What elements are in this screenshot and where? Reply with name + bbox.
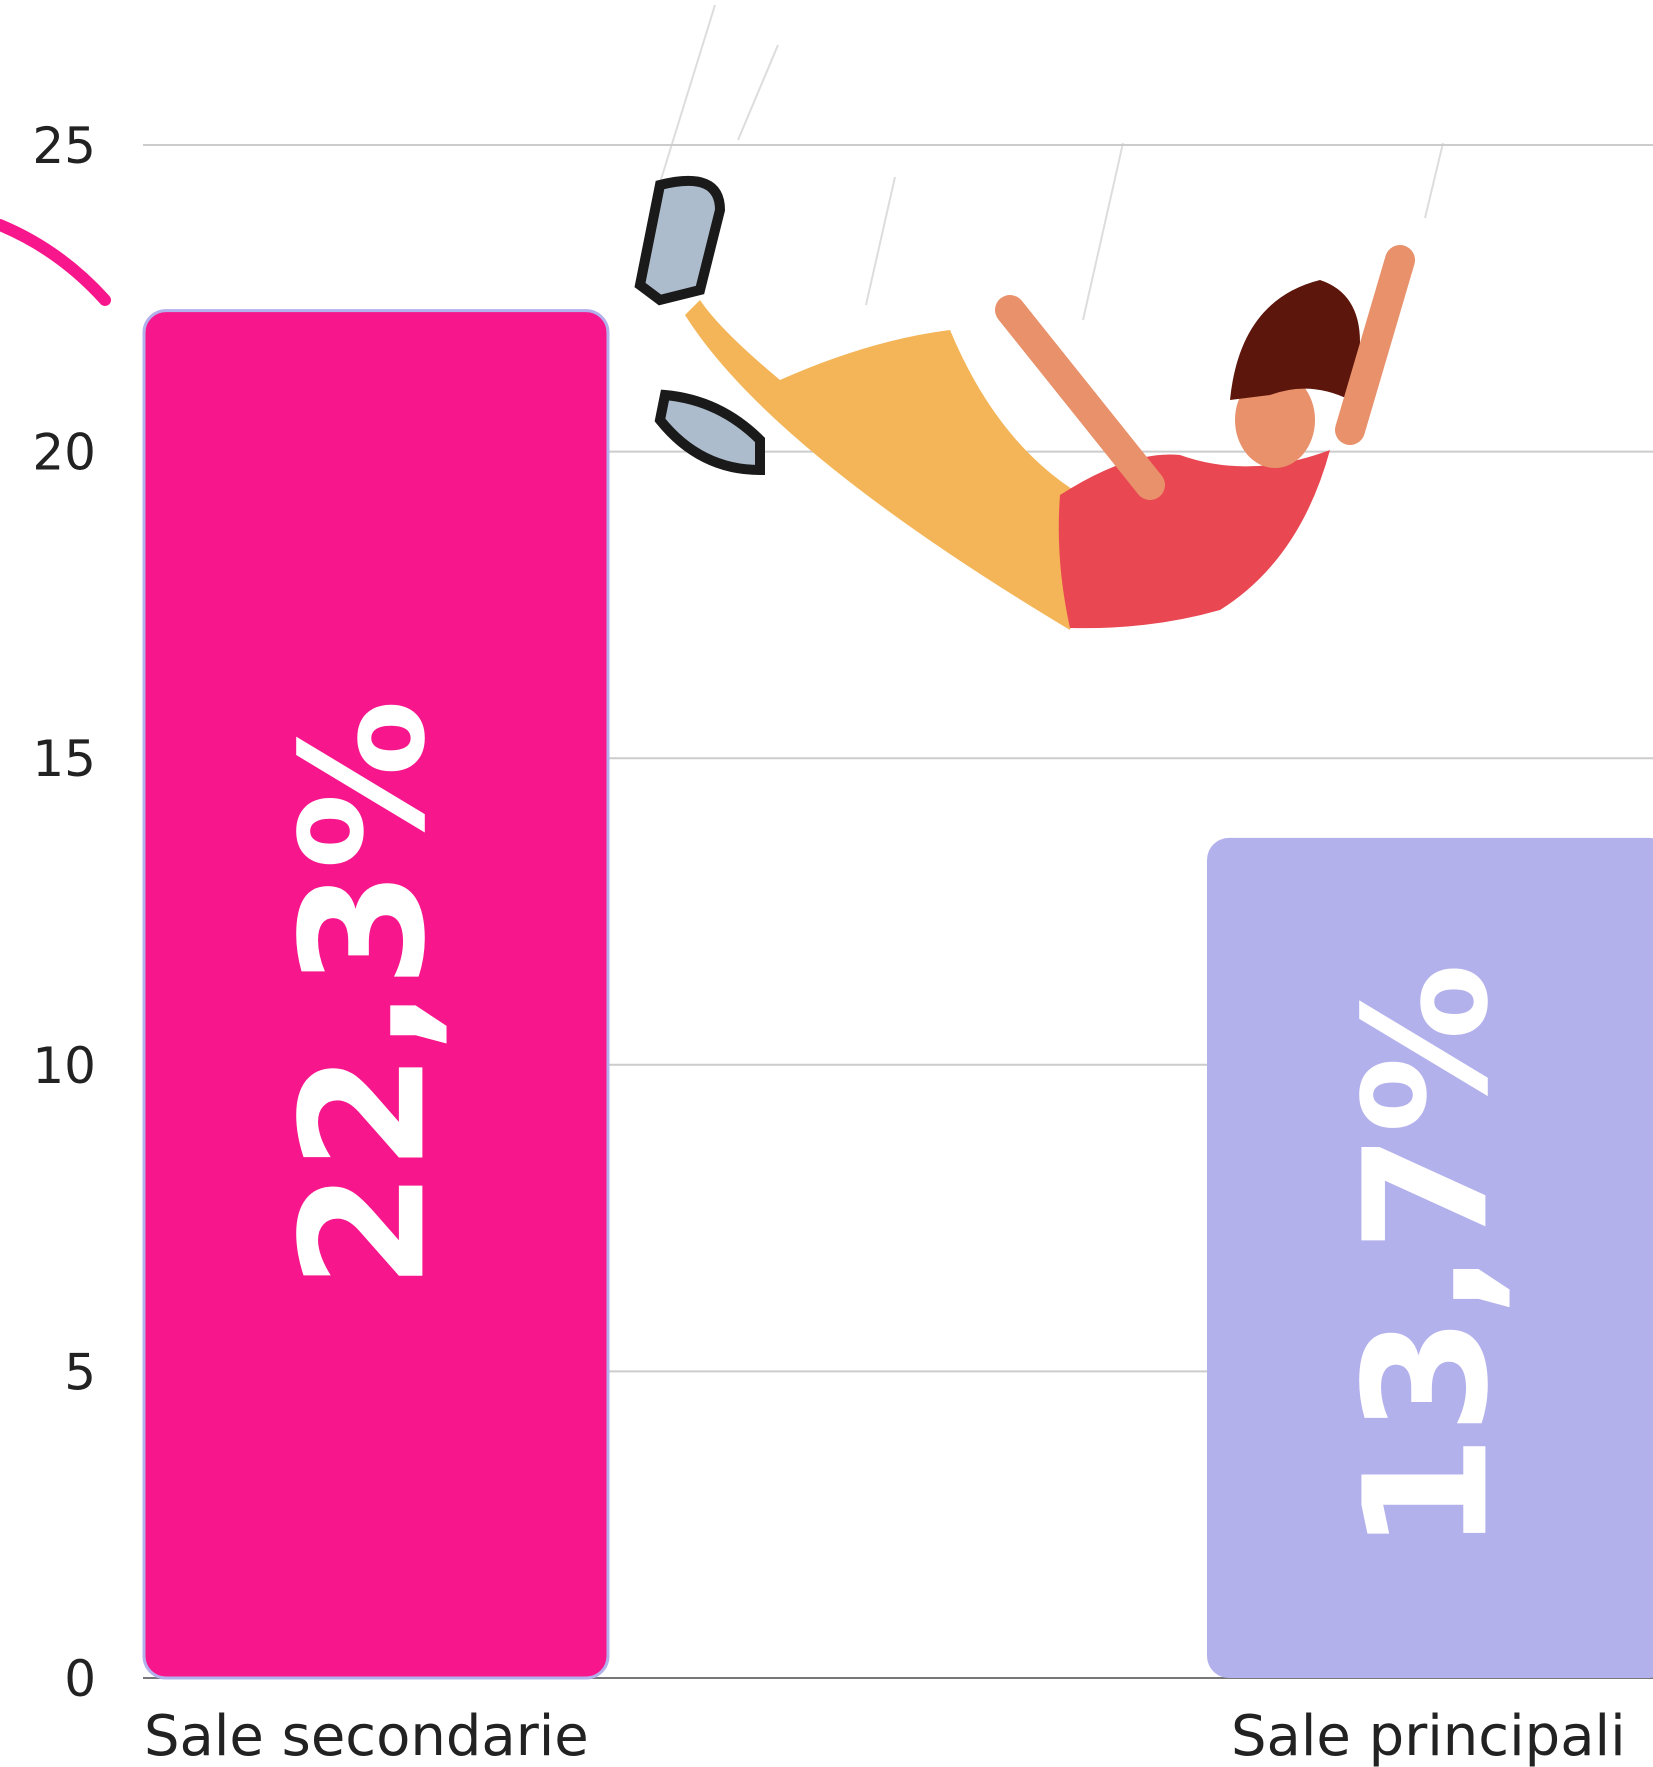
y-tick-label: 0 — [64, 1650, 96, 1708]
decoration — [0, 5, 1443, 320]
chart: 0 5 10 15 20 25 22,3% Sale secondarie 13,7% Sale … — [0, 0, 1653, 1767]
y-tick-label: 5 — [64, 1343, 96, 1401]
value-label: 22,3% — [265, 699, 463, 1289]
x-tick-label: Sale secondarie — [144, 1704, 589, 1767]
value-label: 13,7% — [1328, 963, 1526, 1553]
y-tick-label: 10 — [32, 1037, 96, 1095]
y-tick-label: 15 — [32, 730, 96, 788]
falling-person — [640, 181, 1400, 630]
y-tick-label: 20 — [32, 424, 96, 482]
y-tick-label: 25 — [32, 117, 96, 175]
page: {"chart_data":{"type":"bar","categories"… — [0, 0, 1653, 1767]
x-tick-label: Sale principali — [1231, 1704, 1626, 1767]
